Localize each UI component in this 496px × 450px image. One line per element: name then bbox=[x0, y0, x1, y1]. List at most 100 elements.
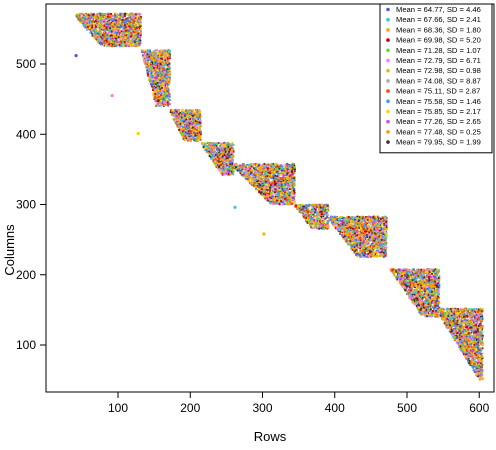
data-point bbox=[120, 34, 123, 37]
data-point bbox=[162, 67, 165, 70]
data-point bbox=[96, 37, 99, 40]
data-point bbox=[268, 181, 271, 183]
data-point bbox=[209, 142, 211, 145]
data-point bbox=[136, 22, 139, 25]
data-point bbox=[222, 159, 225, 162]
data-point bbox=[129, 30, 132, 33]
data-point bbox=[230, 164, 233, 167]
data-point bbox=[213, 149, 215, 151]
data-point bbox=[113, 34, 116, 36]
data-point bbox=[232, 171, 235, 173]
data-point bbox=[95, 18, 98, 21]
data-point bbox=[100, 20, 103, 23]
data-point bbox=[185, 113, 188, 115]
data-point bbox=[205, 148, 208, 151]
data-point bbox=[174, 116, 177, 118]
data-point bbox=[150, 61, 152, 64]
data-point bbox=[93, 13, 96, 16]
data-point bbox=[87, 12, 90, 15]
data-point bbox=[132, 13, 135, 16]
data-point bbox=[164, 49, 167, 52]
data-points bbox=[74, 12, 484, 381]
data-point bbox=[267, 174, 270, 177]
data-point bbox=[88, 25, 91, 28]
data-point bbox=[218, 168, 221, 171]
data-point bbox=[198, 109, 201, 111]
data-point bbox=[189, 128, 192, 131]
data-point bbox=[160, 60, 162, 63]
data-point bbox=[181, 121, 184, 124]
data-point bbox=[248, 173, 251, 175]
data-point bbox=[214, 146, 216, 148]
data-point bbox=[175, 120, 178, 123]
data-point bbox=[139, 18, 142, 21]
data-point bbox=[96, 22, 98, 25]
data-point bbox=[91, 26, 94, 28]
data-point bbox=[130, 42, 133, 44]
data-point bbox=[110, 15, 113, 18]
data-point bbox=[156, 51, 159, 53]
data-point bbox=[228, 143, 231, 145]
data-point bbox=[131, 43, 133, 46]
data-point bbox=[119, 45, 122, 47]
data-point bbox=[106, 44, 108, 47]
data-point bbox=[139, 27, 142, 30]
data-point bbox=[111, 28, 114, 31]
data-point bbox=[224, 163, 226, 165]
data-point bbox=[140, 30, 142, 32]
data-point bbox=[150, 80, 153, 83]
data-point bbox=[195, 113, 198, 116]
data-point bbox=[99, 24, 102, 27]
data-point bbox=[154, 77, 157, 79]
data-point bbox=[163, 71, 166, 74]
data-point bbox=[112, 31, 115, 34]
data-point bbox=[199, 125, 202, 128]
data-point bbox=[196, 119, 199, 122]
data-point bbox=[118, 37, 121, 40]
data-point bbox=[111, 20, 114, 23]
data-point bbox=[250, 176, 252, 179]
data-point bbox=[185, 108, 187, 111]
data-point bbox=[166, 95, 169, 97]
data-point bbox=[154, 93, 157, 95]
data-point bbox=[144, 49, 147, 52]
data-point bbox=[173, 111, 176, 114]
data-point bbox=[166, 79, 168, 81]
data-point bbox=[251, 181, 253, 183]
data-point bbox=[229, 151, 231, 153]
data-point bbox=[188, 126, 191, 129]
data-point bbox=[118, 43, 121, 46]
data-point bbox=[201, 142, 203, 144]
data-point bbox=[208, 149, 211, 152]
data-point bbox=[111, 26, 114, 28]
data-point bbox=[222, 145, 225, 148]
data-point bbox=[207, 146, 210, 149]
data-point bbox=[232, 144, 235, 146]
data-point bbox=[179, 130, 181, 133]
data-point bbox=[181, 116, 183, 119]
data-point bbox=[128, 15, 131, 18]
data-point bbox=[156, 74, 159, 77]
data-point bbox=[84, 14, 86, 16]
data-point bbox=[122, 28, 125, 30]
data-point bbox=[182, 133, 184, 136]
data-point bbox=[167, 103, 169, 106]
data-point bbox=[195, 122, 197, 125]
data-point bbox=[151, 79, 154, 82]
data-point bbox=[231, 162, 234, 165]
data-point bbox=[212, 147, 214, 149]
data-point bbox=[132, 24, 135, 27]
data-point bbox=[159, 63, 162, 66]
data-point bbox=[188, 131, 191, 134]
data-point bbox=[137, 27, 140, 30]
data-point bbox=[219, 150, 222, 153]
data-point bbox=[135, 34, 138, 36]
data-point bbox=[194, 111, 197, 114]
data-point bbox=[84, 24, 87, 27]
data-point bbox=[137, 13, 139, 16]
data-point bbox=[156, 82, 159, 84]
data-point bbox=[280, 186, 282, 189]
data-point bbox=[154, 79, 157, 82]
data-point bbox=[107, 27, 110, 29]
data-point bbox=[182, 137, 185, 140]
